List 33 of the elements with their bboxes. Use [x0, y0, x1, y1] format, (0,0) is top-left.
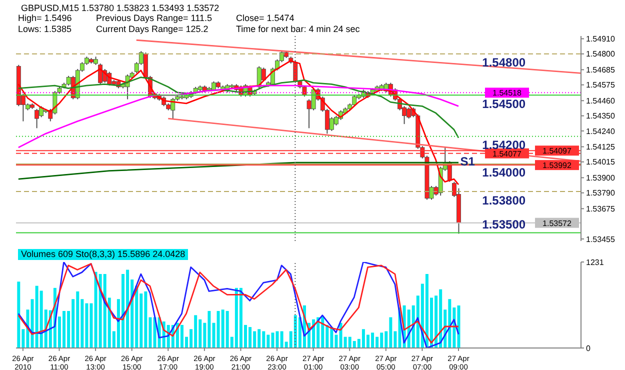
y-tick-label: 0 [586, 344, 591, 353]
chart-title: Volumes 609 Sto(8,3,3) 15.5896 24.0428 [18, 249, 188, 260]
y-tick-label: 1.53790 [586, 188, 616, 198]
ref-line-label: 1.54077 [492, 149, 522, 158]
annotation: 1.54000 [482, 166, 526, 180]
y-tick-label: 1.54240 [586, 126, 616, 136]
annotation: 1.54500 [482, 96, 526, 111]
text: Lows: 1.5385 [18, 24, 72, 35]
text: Current Days Range= 125.2 [96, 24, 208, 35]
chart-title: GBPUSD,M15 1.53780 1.53823 1.53493 1.53572 [20, 3, 220, 14]
y-tick-label: 1.54460 [586, 96, 616, 106]
ref-line-label: 1.54097 [542, 146, 572, 156]
text: High= 1.5496 [18, 13, 72, 24]
y-tick-label: 1.54575 [586, 80, 616, 90]
y-tick-label: 1.53455 [586, 234, 616, 244]
ref-line-label: 1.54518 [492, 88, 522, 98]
annotation: 1.53500 [482, 218, 526, 232]
y-tick-label: 1.54800 [586, 50, 616, 59]
y-tick-label: 1.54125 [586, 142, 616, 152]
annotation: 1.54800 [482, 56, 526, 70]
annotation: 1.53800 [482, 193, 526, 208]
text: Time for next bar: 4 min 24 sec [236, 24, 360, 35]
y-tick-label: 1.54685 [586, 66, 616, 75]
y-tick-label: 1.53675 [586, 204, 616, 214]
y-tick-label: 1.54350 [586, 112, 616, 121]
text: Previous Days Range= 111.5 [96, 13, 212, 24]
y-tick-label: 1.54015 [586, 158, 616, 167]
y-tick-label: 1.53900 [586, 174, 616, 183]
ref-line-label: 1.53572 [542, 218, 572, 228]
y-tick-label: 1231 [586, 258, 604, 267]
ref-line-label: 1.53992 [542, 161, 572, 170]
text: Close= 1.5474 [236, 13, 294, 24]
y-tick-label: 1.54910 [586, 34, 616, 44]
